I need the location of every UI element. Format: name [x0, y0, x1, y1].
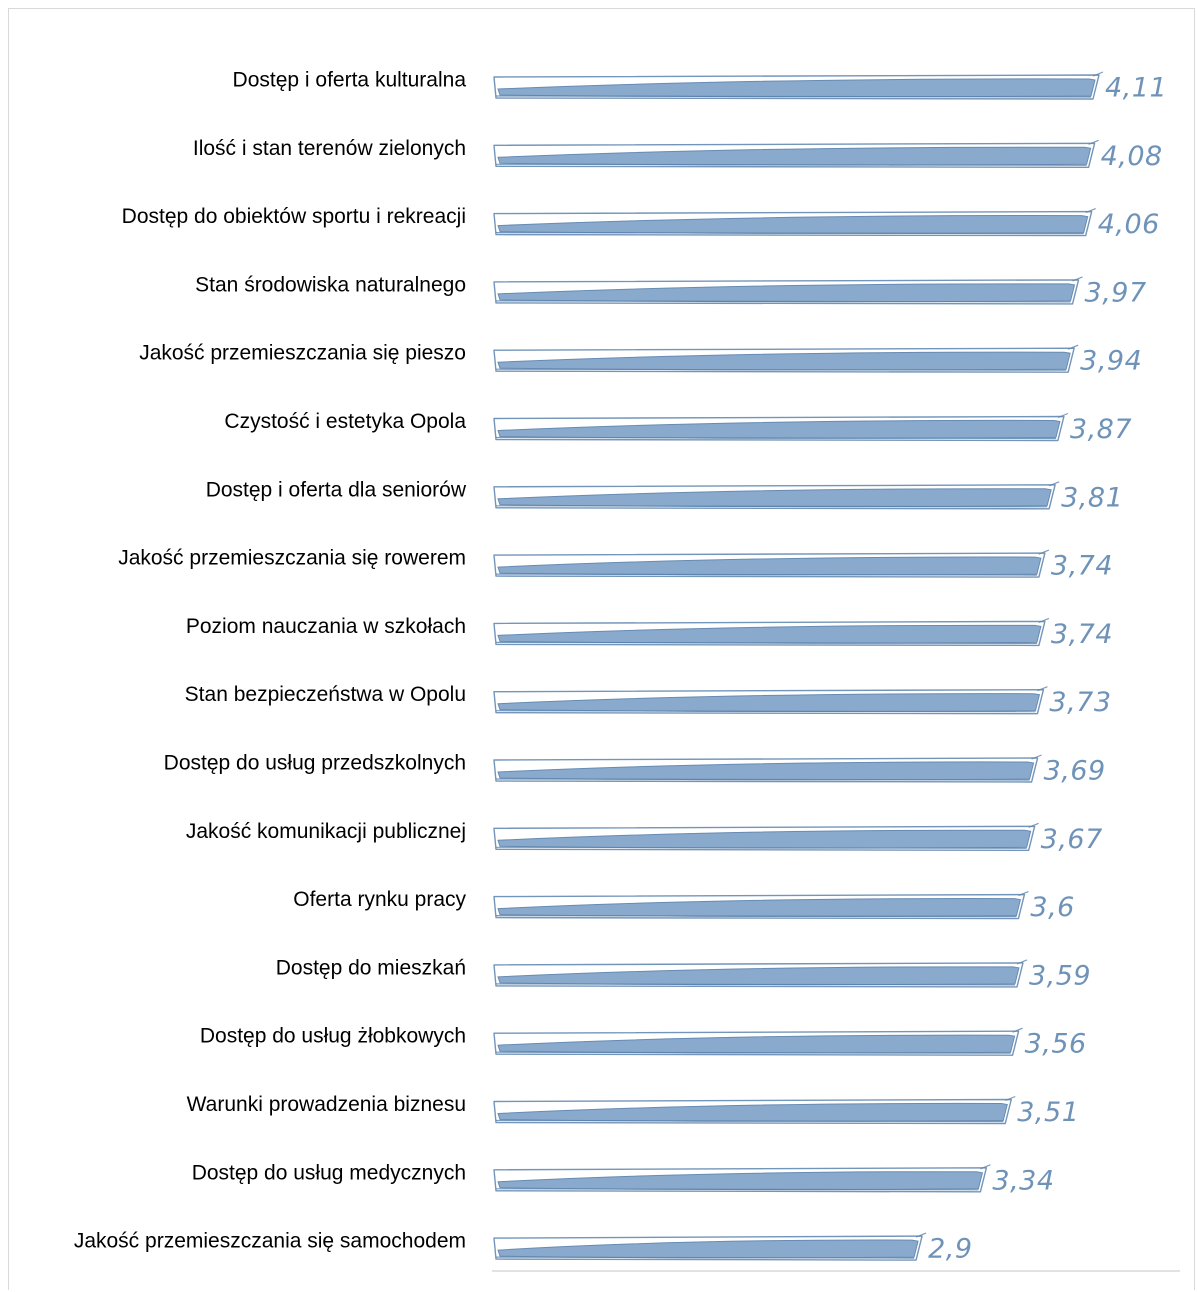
- category-label: Dostęp do mieszkań: [276, 956, 466, 979]
- value-label: 3,74: [1051, 551, 1113, 582]
- category-label: Jakość przemieszczania się samochodem: [74, 1230, 466, 1253]
- value-label: 3,51: [1017, 1097, 1079, 1128]
- bar: [493, 344, 1079, 373]
- category-label: Stan środowiska naturalnego: [195, 273, 466, 296]
- value-label: 3,73: [1049, 687, 1111, 718]
- bars-layer: [493, 71, 1104, 1261]
- bar: [493, 71, 1104, 100]
- value-label: 3,81: [1061, 482, 1123, 513]
- bar: [493, 686, 1048, 715]
- category-label: Dostęp do usług przedszkolnych: [164, 752, 466, 775]
- value-label: 3,87: [1070, 414, 1132, 445]
- category-label: Jakość przemieszczania się pieszo: [139, 342, 466, 365]
- value-label: 3,67: [1041, 824, 1103, 855]
- value-label: 3,69: [1044, 756, 1106, 787]
- bar: [493, 754, 1042, 783]
- category-label: Ilość i stan terenów zielonych: [193, 137, 466, 160]
- category-label: Oferta rynku pracy: [293, 888, 466, 911]
- bar: [493, 412, 1069, 442]
- bar: [493, 276, 1083, 305]
- value-label: 3,97: [1085, 277, 1147, 308]
- value-label: 4,06: [1098, 209, 1160, 240]
- value-label: 4,11: [1105, 73, 1167, 104]
- category-label: Jakość komunikacji publicznej: [186, 820, 466, 843]
- bar: [493, 549, 1050, 578]
- category-label: Dostęp do usług medycznych: [192, 1161, 466, 1184]
- value-label: 2,9: [928, 1234, 972, 1265]
- category-label: Dostęp do usług żłobkowych: [200, 1025, 466, 1048]
- bar: [493, 822, 1039, 851]
- bar: [493, 1164, 991, 1193]
- bar: [493, 1027, 1023, 1056]
- bar: [493, 959, 1028, 988]
- value-label: 3,6: [1030, 892, 1074, 923]
- category-label: Dostęp i oferta dla seniorów: [206, 478, 467, 501]
- category-label: Jakość przemieszczania się rowerem: [118, 547, 466, 570]
- bar: [493, 1232, 927, 1261]
- bar: [493, 208, 1096, 237]
- bar: [493, 139, 1099, 168]
- bar: [493, 1095, 1016, 1125]
- value-labels: 4,11 4,08 4,06 3,97 3,94 3,87 3,81 3,74 3,74 3,73…: [928, 73, 1167, 1265]
- bar: [493, 617, 1050, 647]
- value-label: 3,74: [1051, 619, 1113, 650]
- value-label: 4,08: [1101, 141, 1163, 172]
- bar: [493, 481, 1060, 510]
- category-label: Dostęp do obiektów sportu i rekreacji: [122, 205, 466, 228]
- category-label: Czystość i estetyka Opola: [224, 410, 466, 433]
- value-label: 3,56: [1025, 1029, 1087, 1060]
- value-label: 3,59: [1029, 960, 1091, 991]
- category-label: Poziom nauczania w szkołach: [186, 615, 466, 638]
- value-label: 3,94: [1080, 346, 1142, 377]
- category-labels: Dostęp i oferta kulturalna Ilość i stan t…: [74, 69, 467, 1253]
- category-label: Stan bezpieczeństwa w Opolu: [185, 683, 466, 706]
- category-label: Dostęp i oferta kulturalna: [233, 69, 467, 92]
- value-label: 3,34: [992, 1165, 1054, 1196]
- chart-frame: [8, 8, 1195, 1290]
- category-label: Warunki prowadzenia biznesu: [187, 1093, 466, 1116]
- bar: [493, 891, 1029, 920]
